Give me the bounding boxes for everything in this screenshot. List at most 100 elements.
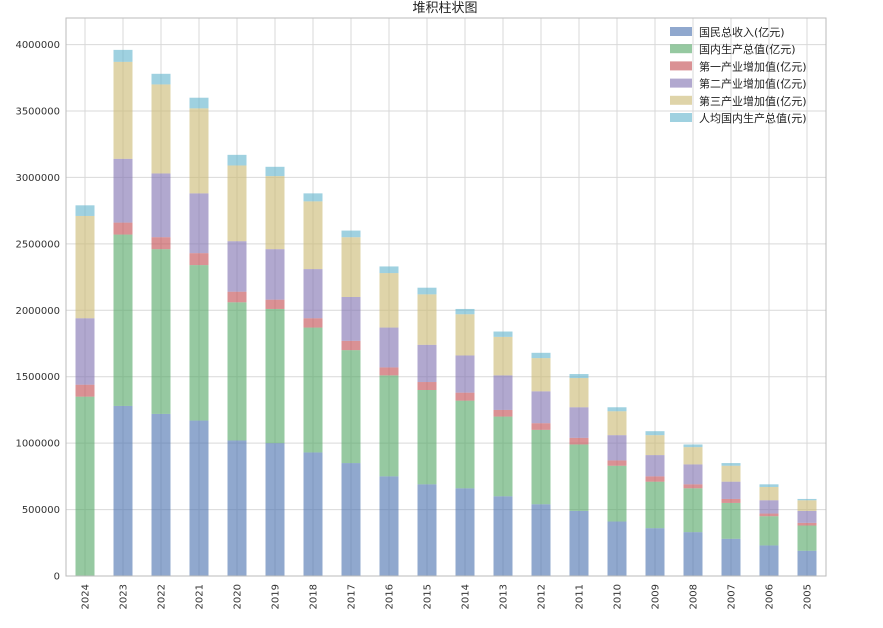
bar-segment-2010-s2 [607, 465, 627, 522]
bar-segment-2016-s1 [379, 476, 399, 576]
bar-segment-2020-s5 [227, 165, 247, 242]
bar-segment-2021-s6 [189, 97, 209, 109]
legend-label: 第二产业增加值(亿元) [699, 77, 807, 91]
bar-segment-2006-s6 [759, 484, 779, 487]
bar-segment-2017-s4 [341, 297, 361, 341]
bar-segment-2010-s1 [607, 521, 627, 576]
bar-segment-2013-s2 [493, 416, 513, 497]
bar-segment-2014-s5 [455, 314, 475, 356]
bar-segment-2006-s3 [759, 513, 779, 517]
bar-segment-2014-s4 [455, 355, 475, 393]
bar-segment-2011-s6 [569, 374, 589, 379]
plot-area-frame [65, 17, 827, 577]
bar-segment-2012-s5 [531, 358, 551, 392]
x-tick-label: 2015 [423, 584, 434, 609]
bar-segment-2006-s4 [759, 500, 779, 514]
bar-segment-2008-s5 [683, 447, 703, 465]
x-tick-label: 2020 [233, 584, 244, 609]
bar-segment-2007-s5 [721, 465, 741, 482]
y-tick-label: 2000000 [15, 306, 60, 317]
y-tick-label: 500000 [22, 505, 60, 516]
bar-segment-2015-s4 [417, 344, 437, 383]
x-axis: 2024 2023 2022 2021 2020 2019 2018 2017 2016 2015… [81, 584, 814, 609]
bar-segment-2011-s2 [569, 444, 589, 511]
bar-segment-2008-s2 [683, 488, 703, 533]
legend: 国民总收入(亿元) 国内生产总值(亿元) 第一产业增加值(亿元) 第二产业增加值(亿元… [670, 25, 807, 125]
x-tick-label: 2017 [347, 584, 358, 609]
bar-segment-2018-s5 [303, 201, 323, 270]
bar-segment-2023-s2 [113, 234, 133, 406]
x-tick-label: 2008 [689, 584, 700, 609]
bar-segment-2021-s2 [189, 265, 209, 421]
bar-segment-2023-s4 [113, 158, 133, 223]
x-tick-label: 2013 [499, 584, 510, 609]
bar-segment-2010-s3 [607, 460, 627, 466]
bar-segment-2009-s6 [645, 431, 665, 436]
bar-segment-2015-s2 [417, 390, 437, 485]
bar-segment-2021-s4 [189, 193, 209, 254]
bar-segment-2016-s6 [379, 266, 399, 274]
bar-segment-2007-s1 [721, 538, 741, 576]
bar-segment-2005-s3 [797, 522, 817, 526]
legend-label: 人均国内生产总值(元) [699, 111, 807, 125]
bar-segment-2018-s4 [303, 269, 323, 319]
bar-segment-2013-s6 [493, 331, 513, 337]
bar-segment-2015-s6 [417, 287, 437, 295]
bar-segment-2020-s6 [227, 154, 247, 166]
bar-segment-2016-s3 [379, 367, 399, 376]
bar-segment-2018-s3 [303, 318, 323, 328]
bar-segment-2013-s1 [493, 496, 513, 576]
bar-segment-2014-s2 [455, 400, 475, 489]
bar-segment-2022-s2 [151, 249, 171, 414]
bar-segment-2017-s1 [341, 463, 361, 576]
y-tick-label: 0 [54, 572, 60, 583]
bar-segment-2005-s2 [797, 525, 817, 551]
bar-segment-2014-s3 [455, 392, 475, 401]
bar-segment-2016-s4 [379, 327, 399, 368]
bar-segment-2020-s4 [227, 241, 247, 292]
bar-segment-2021-s1 [189, 420, 209, 576]
bar-segment-2010-s6 [607, 407, 627, 412]
x-tick-label: 2024 [81, 584, 92, 609]
x-tick-label: 2023 [119, 584, 130, 609]
x-tick-label: 2016 [385, 584, 396, 609]
bar-segment-2011-s1 [569, 510, 589, 576]
bar-segment-2008-s4 [683, 464, 703, 485]
bar-segment-2013-s5 [493, 336, 513, 376]
bars-group [75, 49, 817, 576]
x-tick-label: 2005 [803, 584, 814, 609]
bar-segment-2017-s6 [341, 230, 361, 238]
bar-segment-2016-s5 [379, 273, 399, 328]
bar-segment-2008-s3 [683, 484, 703, 489]
bar-segment-2009-s1 [645, 528, 665, 576]
legend-swatch [670, 78, 692, 88]
bar-segment-2018-s2 [303, 327, 323, 453]
chart-title: 堆积柱状图 [412, 1, 477, 16]
bar-segment-2018-s1 [303, 452, 323, 576]
x-tick-label: 2006 [765, 584, 776, 609]
x-tick-label: 2022 [157, 584, 168, 609]
y-tick-label: 1000000 [15, 439, 60, 450]
bar-segment-2006-s1 [759, 545, 779, 576]
bar-segment-2012-s2 [531, 429, 551, 505]
bar-segment-2012-s4 [531, 391, 551, 424]
bar-segment-2022-s3 [151, 237, 171, 250]
legend-label: 第一产业增加值(亿元) [699, 59, 807, 73]
y-tick-label: 3500000 [15, 107, 60, 118]
bar-segment-2019-s1 [265, 443, 285, 576]
bar-segment-2021-s3 [189, 253, 209, 266]
bar-segment-2019-s3 [265, 299, 285, 309]
bar-segment-2017-s5 [341, 237, 361, 297]
bar-segment-2019-s4 [265, 249, 285, 300]
bar-segment-2021-s5 [189, 108, 209, 194]
bar-segment-2019-s6 [265, 166, 285, 177]
legend-swatch [670, 95, 692, 105]
y-axis: 0 500000 1000000 1500000 2000000 2500000 30000… [15, 40, 60, 582]
bar-segment-2022-s1 [151, 413, 171, 576]
bar-segment-2019-s5 [265, 176, 285, 250]
x-tick-label: 2012 [537, 584, 548, 609]
bar-segment-2010-s4 [607, 435, 627, 461]
x-tick-label: 2009 [651, 584, 662, 609]
legend-label: 国民总收入(亿元) [699, 25, 785, 39]
